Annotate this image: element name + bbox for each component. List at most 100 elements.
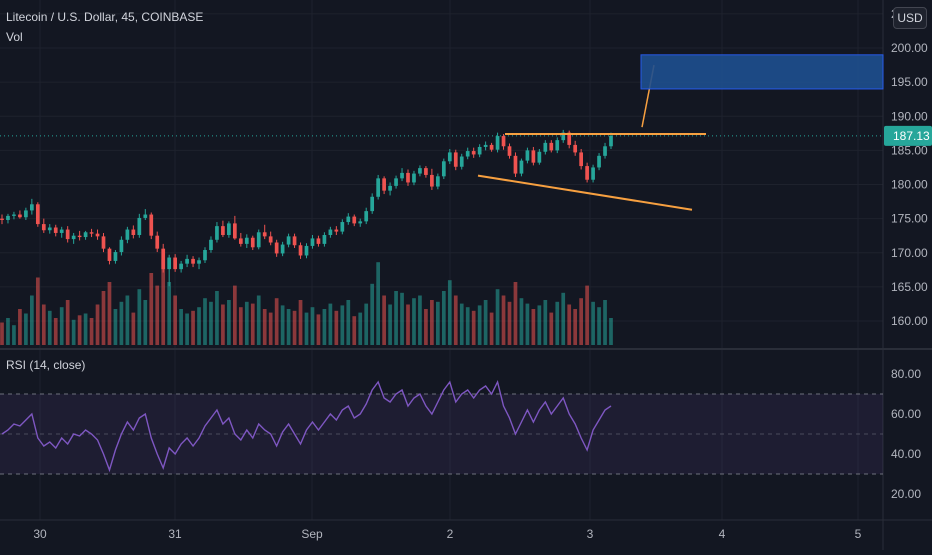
candle-body <box>304 245 309 256</box>
candle-body <box>477 146 482 155</box>
candle-body <box>113 252 118 261</box>
volume-bar <box>507 301 512 345</box>
candle-body <box>585 166 589 180</box>
volume-bar <box>227 300 231 345</box>
volume-bar <box>119 301 124 345</box>
candle-body <box>191 258 195 264</box>
price-tick-label: 190.00 <box>891 109 928 123</box>
time-tick-label: Sep <box>301 527 323 541</box>
volume-bar <box>441 291 446 345</box>
volume-bar <box>352 316 357 345</box>
volume-bar <box>238 307 243 345</box>
volume-bar <box>418 295 422 345</box>
volume-bar <box>256 295 261 345</box>
volume-bar <box>519 298 524 345</box>
volume-bar <box>95 304 100 345</box>
candle-body <box>35 204 40 225</box>
volume-bar <box>477 305 482 345</box>
candle-body <box>203 250 207 261</box>
candle-body <box>316 238 321 244</box>
candle-body <box>262 232 267 237</box>
price-tick-label: 185.00 <box>891 143 928 157</box>
candle-body <box>447 152 452 162</box>
volume-bar <box>47 310 52 345</box>
volume-bar <box>143 300 148 345</box>
rsi-line <box>1 379 612 473</box>
candle-body <box>53 227 58 233</box>
rsi-indicator-label[interactable]: RSI (14, close) <box>6 358 86 372</box>
candle-body <box>24 210 28 218</box>
volume-bar <box>591 301 595 345</box>
volume-bar <box>561 292 566 345</box>
volume-bar <box>447 280 452 345</box>
candle-body <box>519 160 524 174</box>
trend-drawings[interactable] <box>477 54 884 211</box>
price-tick-label: 165.00 <box>891 280 928 294</box>
candle-body <box>483 144 488 147</box>
volume-bar <box>483 300 488 345</box>
volume-bar <box>412 298 416 345</box>
candle-body <box>489 144 494 150</box>
candle-body <box>89 232 94 234</box>
candle-body <box>244 237 249 244</box>
volume-bar <box>274 298 279 345</box>
last-price-badge <box>884 125 932 146</box>
candle-body <box>328 229 333 236</box>
volume-bar <box>298 300 303 345</box>
candle-body <box>6 215 10 220</box>
volume-bar <box>149 273 154 345</box>
candle-body <box>334 229 339 232</box>
candle-body <box>459 156 464 167</box>
volume-bar <box>597 307 601 345</box>
candle-body <box>388 185 392 191</box>
volume-bar <box>376 262 380 345</box>
candle-body <box>227 223 231 236</box>
candle-body <box>179 263 183 270</box>
candle-body <box>18 214 22 218</box>
time-tick-label: 2 <box>447 527 454 541</box>
candle-body <box>453 152 458 167</box>
volume-bar <box>436 301 440 345</box>
candle-body <box>268 236 273 243</box>
volume-bar <box>603 300 607 345</box>
candlestick-series <box>0 129 613 287</box>
volume-bar <box>340 305 345 345</box>
volume-bar <box>471 310 476 345</box>
currency-button[interactable]: USD <box>893 7 927 29</box>
volume-bar <box>185 313 189 345</box>
volume-bar <box>89 318 94 345</box>
symbol-title[interactable]: Litecoin / U.S. Dollar, 45, COINBASE <box>6 10 204 24</box>
price-tick-label: 200.00 <box>891 41 928 55</box>
volume-bar <box>191 310 195 345</box>
price-axis[interactable]: 160.00 165.00 170.00 175.00 180.00 185.00 190.… <box>884 7 932 501</box>
candle-body <box>537 151 542 163</box>
candle-body <box>292 236 297 246</box>
candle-body <box>418 168 422 174</box>
candle-body <box>400 172 404 179</box>
price-tick-label: 170.00 <box>891 246 928 260</box>
volume-bar <box>513 282 518 345</box>
volume-bar <box>382 295 386 345</box>
rsi-pane <box>0 379 883 475</box>
time-tick-label: 30 <box>33 527 47 541</box>
volume-bar <box>221 304 225 345</box>
time-axis[interactable]: 30 31 Sep 2 3 4 5 <box>33 527 861 541</box>
volume-bar <box>585 285 589 345</box>
candle-body <box>0 218 4 220</box>
candle-body <box>424 168 428 175</box>
candle-body <box>221 226 225 236</box>
volume-bar <box>197 307 201 345</box>
volume-bar <box>53 318 58 345</box>
volume-indicator-label[interactable]: Vol <box>6 30 23 44</box>
candle-body <box>250 237 255 248</box>
volume-bar <box>304 312 309 345</box>
volume-bar <box>579 298 583 345</box>
candle-body <box>149 214 154 236</box>
volume-bar <box>161 259 166 345</box>
volume-bar <box>358 312 363 345</box>
volume-bar <box>459 303 464 345</box>
volume-bar <box>286 309 291 345</box>
candle-body <box>549 142 554 151</box>
